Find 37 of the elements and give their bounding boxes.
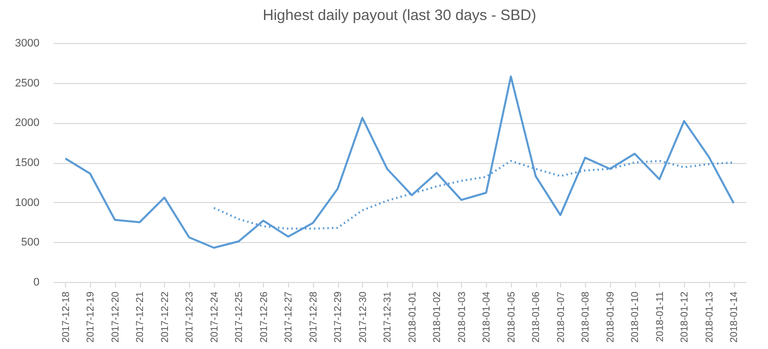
x-tick-label: 2017-12-24: [209, 291, 220, 343]
x-tick-label: 2018-01-04: [482, 291, 493, 343]
y-tick-label: 1500: [15, 157, 40, 169]
x-tick-label: 2017-12-31: [382, 291, 394, 343]
line-series: [64, 75, 735, 249]
x-tick-label: 2018-01-14: [729, 291, 740, 343]
x-tick-label: 2017-12-18: [60, 291, 72, 343]
x-tick-label: 2018-01-12: [680, 291, 691, 343]
x-tick-label: 2017-12-29: [333, 291, 344, 343]
x-tick-label: 2017-12-30: [358, 291, 369, 343]
x-tick-label: 2018-01-05: [506, 291, 518, 343]
x-tick-label: 2017-12-25: [234, 291, 246, 343]
y-tick-label: 2500: [15, 77, 40, 90]
x-tick-label: 2017-12-21: [135, 291, 146, 343]
x-tick-label: 2018-01-01: [407, 291, 418, 343]
x-tick-label: 2018-01-09: [605, 291, 616, 343]
x-tick-label: 2018-01-08: [580, 291, 592, 343]
x-tick-label: 2017-12-28: [308, 291, 320, 343]
x-tick-label: 2018-01-10: [630, 291, 642, 343]
x-tick-label: 2017-12-19: [86, 291, 97, 343]
chart-title: Highest daily payout (last 30 days - SBD): [262, 7, 536, 24]
y-tick-label: 3000: [15, 38, 40, 50]
y-tick-label: 0: [33, 276, 40, 288]
x-tick-label: 2017-12-27: [284, 291, 295, 343]
x-tick-label: 2017-12-23: [184, 291, 196, 343]
x-tick-label: 2018-01-07: [556, 291, 567, 343]
x-tick-label: 2017-12-20: [110, 291, 122, 343]
y-tick-label: 2000: [15, 117, 40, 130]
x-tick-label: 2017-12-26: [258, 291, 270, 343]
x-tick-label: 2017-12-22: [160, 291, 171, 343]
y-tick-label: 1000: [15, 196, 40, 209]
x-tick-label: 2018-01-06: [531, 291, 542, 343]
x-tick-label: 2018-01-03: [456, 291, 468, 343]
y-tick-label: 500: [21, 236, 40, 249]
x-tick-label: 2018-01-11: [654, 291, 666, 342]
x-tick-label: 2018-01-13: [704, 291, 716, 343]
x-tick-label: 2018-01-02: [432, 291, 444, 343]
